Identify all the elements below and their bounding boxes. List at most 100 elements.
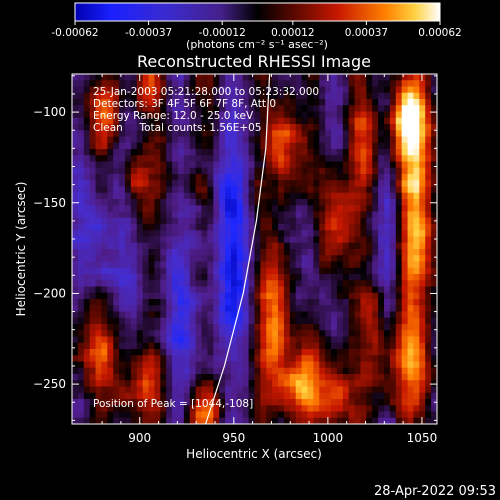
heatmap-cell: [395, 230, 403, 237]
heatmap-cell: [278, 80, 285, 87]
heatmap-cell: [166, 355, 173, 362]
heatmap-cell: [425, 80, 432, 87]
heatmap-cell: [189, 361, 197, 369]
heatmap-cell: [319, 261, 326, 269]
heatmap-cell: [401, 186, 408, 194]
heatmap-cell: [283, 380, 291, 387]
heatmap-cell: [148, 311, 155, 319]
heatmap-cell: [89, 336, 96, 344]
heatmap-cell: [242, 224, 250, 231]
heatmap-cell: [236, 299, 244, 306]
heatmap-cell: [148, 361, 155, 369]
heatmap-cell: [225, 355, 232, 362]
heatmap-cell: [142, 349, 149, 356]
heatmap-cell: [119, 411, 126, 419]
heatmap-cell: [389, 417, 397, 424]
heatmap-cell: [236, 149, 244, 156]
heatmap-cell: [201, 342, 208, 350]
heatmap-cell: [219, 167, 226, 175]
heatmap-cell: [207, 80, 214, 87]
heatmap-cell: [201, 167, 208, 175]
heatmap-cell: [83, 305, 91, 312]
heatmap-cell: [372, 192, 379, 200]
heatmap-cell: [172, 105, 179, 112]
heatmap-cell: [289, 167, 297, 175]
heatmap-cell: [331, 367, 338, 375]
heatmap-cell: [301, 211, 308, 219]
heatmap-cell: [295, 80, 302, 87]
heatmap-cell: [230, 367, 238, 375]
heatmap-cell: [342, 230, 350, 237]
heatmap-cell: [272, 80, 279, 87]
heatmap-cell: [101, 292, 108, 300]
heatmap-cell: [154, 355, 161, 362]
heatmap-cell: [372, 311, 379, 319]
heatmap-cell: [89, 367, 96, 375]
heatmap-cell: [307, 142, 314, 150]
heatmap-cell: [331, 117, 338, 125]
heatmap-cell: [278, 142, 285, 150]
heatmap-cell: [389, 155, 397, 162]
heatmap-cell: [219, 336, 226, 344]
heatmap-cell: [313, 180, 320, 187]
heatmap-cell: [148, 236, 155, 244]
heatmap-cell: [425, 130, 432, 137]
heatmap-cell: [313, 405, 320, 412]
heatmap-cell: [219, 267, 226, 275]
heatmap-cell: [336, 224, 344, 231]
heatmap-cell: [372, 80, 379, 87]
x-axis-ticks: [101, 74, 423, 424]
heatmap-cell: [172, 386, 179, 394]
heatmap-cell: [113, 124, 120, 131]
heatmap-cell: [307, 155, 314, 162]
heatmap-cell: [83, 361, 91, 369]
heatmap-cell: [331, 180, 338, 187]
heatmap-cell: [366, 99, 373, 106]
heatmap-cell: [195, 80, 202, 87]
heatmap-cell: [395, 330, 403, 337]
heatmap-cell: [425, 105, 432, 112]
heatmap-cell: [142, 155, 149, 162]
heatmap-cell: [201, 336, 208, 344]
heatmap-cell: [225, 80, 232, 87]
heatmap-cell: [177, 136, 185, 144]
heatmap-cell: [72, 305, 79, 312]
heatmap-cell: [89, 92, 96, 100]
heatmap-cell: [395, 92, 403, 100]
heatmap-cell: [219, 342, 226, 350]
heatmap-cell: [272, 242, 279, 250]
heatmap-cell: [83, 80, 91, 87]
heatmap-cell: [89, 255, 96, 262]
heatmap-cell: [225, 142, 232, 150]
heatmap-cell: [319, 236, 326, 244]
heatmap-cell: [124, 167, 132, 175]
heatmap-cell: [278, 130, 285, 137]
heatmap-cell: [183, 336, 191, 344]
heatmap-cell: [166, 392, 173, 400]
heatmap-cell: [401, 99, 408, 106]
heatmap-cell: [83, 124, 91, 131]
heatmap-cell: [213, 230, 220, 237]
heatmap-cell: [95, 124, 102, 131]
heatmap-cell: [260, 355, 267, 362]
heatmap-cell: [166, 136, 173, 144]
heatmap-cell: [119, 149, 126, 156]
heatmap-cell: [83, 230, 91, 237]
heatmap-cell: [419, 374, 426, 381]
heatmap-cell: [254, 124, 261, 131]
heatmap-cell: [89, 186, 96, 194]
heatmap-cell: [307, 249, 314, 256]
heatmap-cell: [354, 155, 361, 162]
heatmap-cell: [142, 367, 149, 375]
heatmap-cell: [72, 355, 79, 362]
heatmap-cell: [136, 161, 144, 169]
heatmap-cell: [266, 280, 273, 287]
heatmap-cell: [425, 405, 432, 412]
heatmap-cell: [230, 155, 238, 162]
heatmap-cell: [219, 217, 226, 225]
heatmap-cell: [289, 349, 297, 356]
heatmap-cell: [348, 349, 355, 356]
heatmap-cell: [301, 367, 308, 375]
heatmap-cell: [313, 411, 320, 419]
heatmap-cell: [148, 411, 155, 419]
